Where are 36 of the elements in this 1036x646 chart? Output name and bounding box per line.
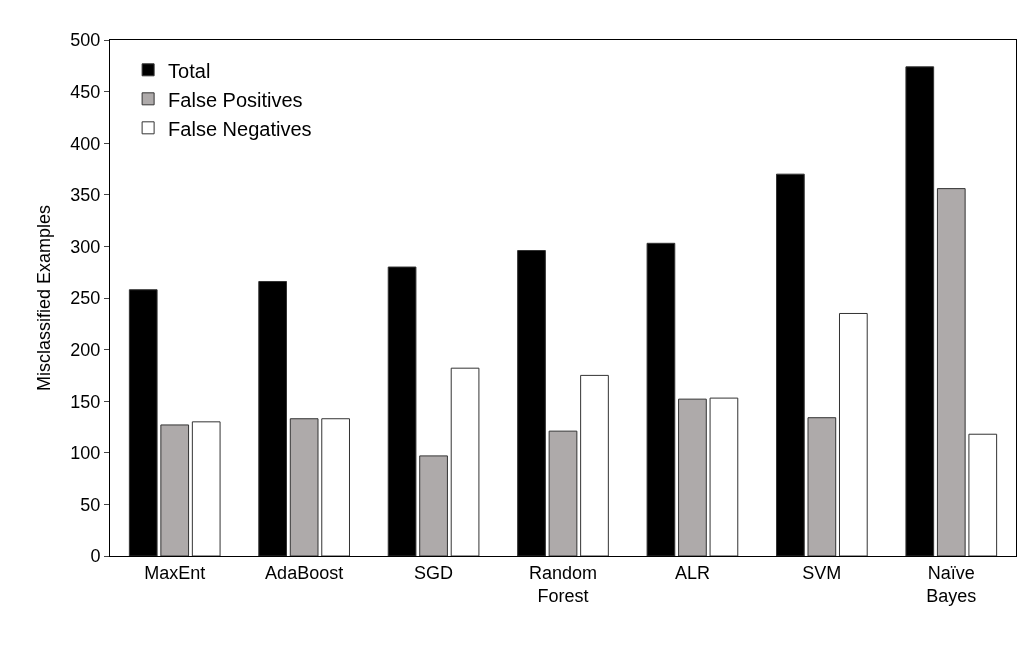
bar [936, 188, 966, 556]
x-tick-label: SVM [802, 562, 842, 583]
x-tick-label: Random Forest [528, 562, 598, 606]
y-tick-label: 400 [70, 133, 101, 154]
y-tick-label: 500 [70, 30, 101, 51]
y-tick-label: 0 [90, 546, 101, 567]
y-tick-label: 50 [80, 494, 101, 515]
bar [580, 374, 609, 556]
bar [160, 424, 190, 556]
y-tick-label: 350 [70, 185, 101, 206]
legend-label: Total [168, 59, 211, 82]
x-tick-label: Naïve Bayes [926, 562, 977, 606]
y-axis-title: Misclassified Examples [33, 204, 54, 392]
y-tick-label: 200 [70, 339, 101, 360]
legend-label: False Negatives [168, 117, 312, 140]
bar [289, 418, 319, 556]
bar [419, 455, 448, 556]
x-tick-label: AdaBoost [265, 562, 344, 583]
y-tick-label: 250 [70, 288, 101, 309]
y-tick-label: 150 [70, 391, 101, 412]
bar [321, 418, 350, 556]
bar [807, 417, 837, 556]
legend-label: False Positives [168, 88, 303, 111]
x-tick-label: SGD [414, 562, 454, 583]
y-tick-label: 300 [70, 236, 101, 257]
x-tick-label: MaxEnt [144, 562, 206, 583]
bar [548, 430, 578, 556]
bar [968, 433, 998, 556]
bar [709, 397, 739, 556]
bar [678, 398, 707, 556]
bar [450, 367, 480, 556]
bar [838, 312, 868, 556]
y-tick-label: 450 [70, 81, 101, 102]
bar [191, 421, 221, 556]
y-tick-label: 100 [70, 443, 101, 464]
x-tick-label: ALR [674, 562, 710, 583]
